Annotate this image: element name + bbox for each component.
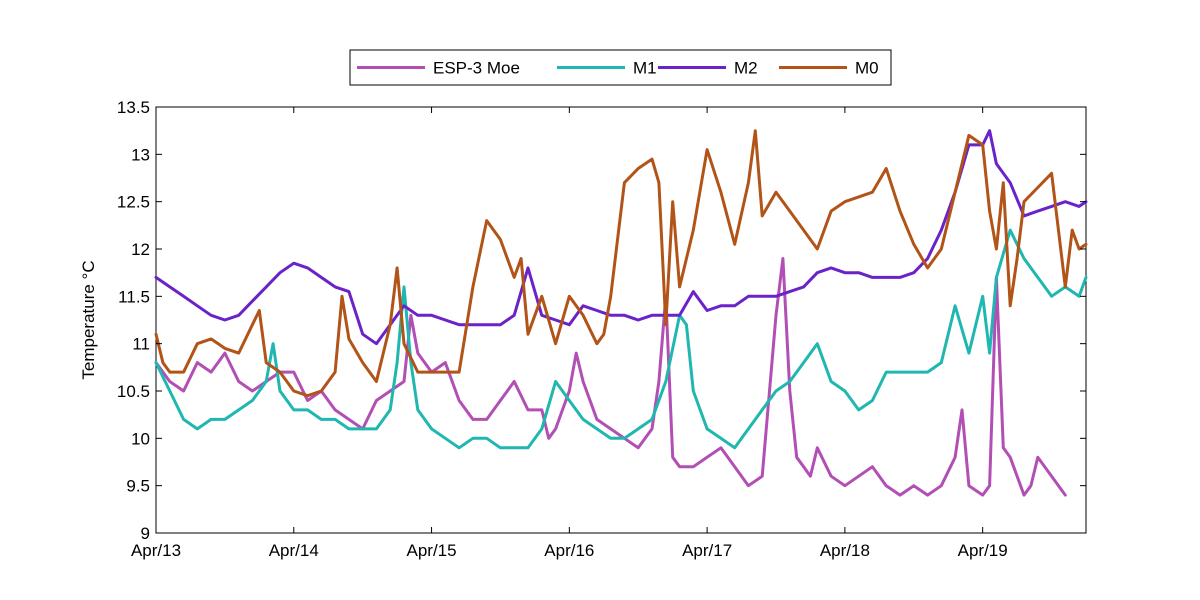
legend-items: ESP-3 Moe M1 M2 M0 — [357, 59, 879, 78]
series-line-m1 — [154, 228, 1088, 450]
series-line-m0 — [154, 129, 1088, 398]
y-tick-label: 12 — [131, 240, 150, 259]
x-tick-label: Apr/19 — [958, 541, 1008, 560]
y-tick-label: 13 — [131, 145, 150, 164]
legend: ESP-3 Moe M1 M2 M0 — [349, 49, 892, 86]
y-tick-label: 11.5 — [118, 287, 150, 306]
series-layer — [154, 129, 1088, 497]
legend-label: ESP-3 Moe — [433, 59, 520, 78]
y-tick-label: 11 — [132, 335, 150, 354]
x-tick-label: Apr/14 — [269, 541, 319, 560]
series-line-esp-3-moe — [154, 257, 1067, 497]
x-tick-label: Apr/15 — [407, 541, 457, 560]
x-tick-label: Apr/17 — [682, 541, 732, 560]
legend-label: M1 — [633, 59, 657, 78]
x-tick-label: Apr/16 — [544, 541, 594, 560]
y-axis: 9 9.5 10 10.5 11 11.5 12 12.5 13 13.5 — [117, 98, 1086, 543]
y-tick-label: 9.5 — [126, 477, 150, 496]
legend-label: M2 — [734, 59, 758, 78]
y-tick-label: 12.5 — [117, 193, 150, 212]
y-tick-label: 10.5 — [117, 382, 150, 401]
series-line-m2 — [154, 129, 1088, 346]
x-axis: Apr/13 Apr/14 Apr/15 Apr/16 Apr/17 Apr/18 Apr/… — [131, 107, 1008, 560]
y-tick-label: 9 — [141, 524, 150, 543]
y-tick-label: 13.5 — [117, 98, 150, 117]
y-axis-label: Temperature °C — [79, 260, 98, 379]
y-tick-label: 10 — [131, 429, 150, 448]
x-tick-label: Apr/18 — [820, 541, 870, 560]
x-tick-label: Apr/13 — [131, 541, 181, 560]
legend-label: M0 — [855, 59, 879, 78]
axes-box — [155, 106, 1087, 534]
